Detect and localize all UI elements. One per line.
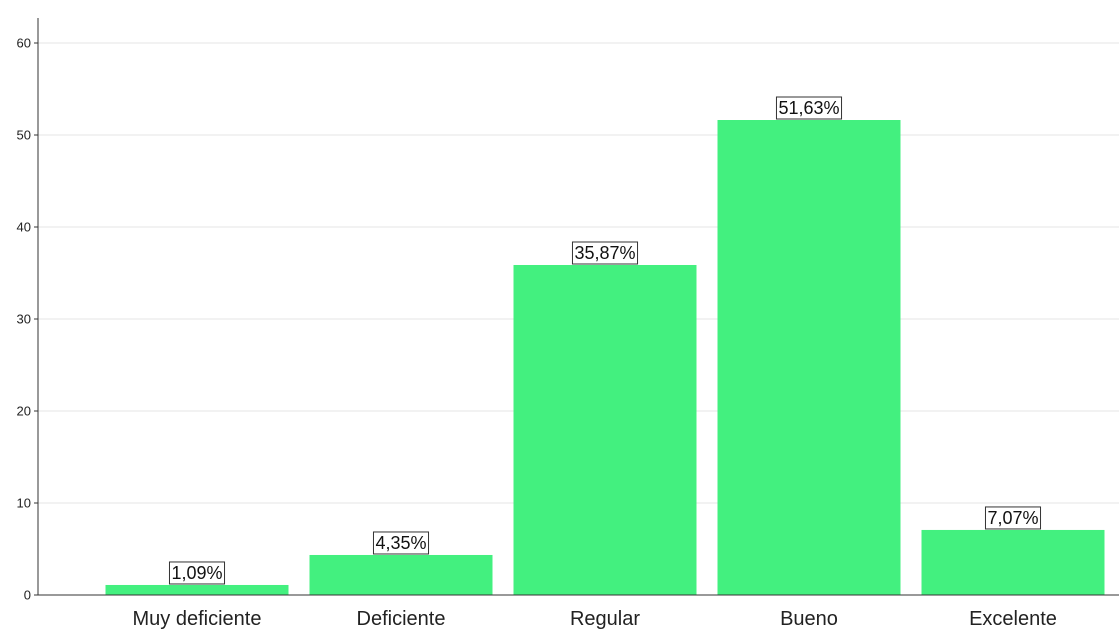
data-label-group-bueno: 51,63% xyxy=(775,96,843,120)
data-label-group-excelente: 7,07% xyxy=(984,506,1042,530)
data-label-box-muy-deficiente xyxy=(168,561,226,585)
x-tick-label-regular: Regular xyxy=(570,608,640,630)
y-tick-label-50: 50 xyxy=(17,128,31,143)
y-tick-label-20: 20 xyxy=(17,404,31,419)
x-tick-label-excelente: Excelente xyxy=(969,608,1057,630)
data-label-box-bueno xyxy=(775,96,843,120)
data-label-box-excelente xyxy=(984,506,1042,530)
y-tick-label-60: 60 xyxy=(17,36,31,51)
data-label-deficiente: 4,35% xyxy=(375,533,426,553)
bar-layer xyxy=(105,120,1105,595)
data-label-group-muy-deficiente: 1,09% xyxy=(168,561,226,585)
axis-layer: 0 10 20 30 40 50 60 Muy deficiente Deficiente Reg… xyxy=(17,18,1119,630)
label-layer: 1,09% 4,35% 35,87% 51,63% 7,07% xyxy=(168,96,1042,585)
data-label-box-regular xyxy=(571,241,639,265)
x-tick-label-bueno: Bueno xyxy=(780,608,838,630)
y-tick-label-30: 30 xyxy=(17,312,31,327)
x-tick-label-deficiente: Deficiente xyxy=(357,608,446,630)
data-label-box-deficiente xyxy=(372,531,430,555)
data-label-group-deficiente: 4,35% xyxy=(372,531,430,555)
bar-excelente xyxy=(921,529,1105,595)
data-label-excelente: 7,07% xyxy=(987,508,1038,528)
x-tick-label-muy-deficiente: Muy deficiente xyxy=(133,608,262,630)
data-label-regular: 35,87% xyxy=(574,243,635,263)
bar-muy-deficiente xyxy=(105,584,289,595)
y-tick-label-40: 40 xyxy=(17,220,31,235)
bar-deficiente xyxy=(309,554,493,595)
bar-regular xyxy=(513,264,697,595)
y-tick-label-0: 0 xyxy=(24,588,31,603)
y-tick-label-10: 10 xyxy=(17,496,31,511)
data-label-muy-deficiente: 1,09% xyxy=(171,563,222,583)
bar-bueno xyxy=(717,120,901,595)
data-label-bueno: 51,63% xyxy=(778,98,839,118)
data-label-group-regular: 35,87% xyxy=(571,241,639,265)
